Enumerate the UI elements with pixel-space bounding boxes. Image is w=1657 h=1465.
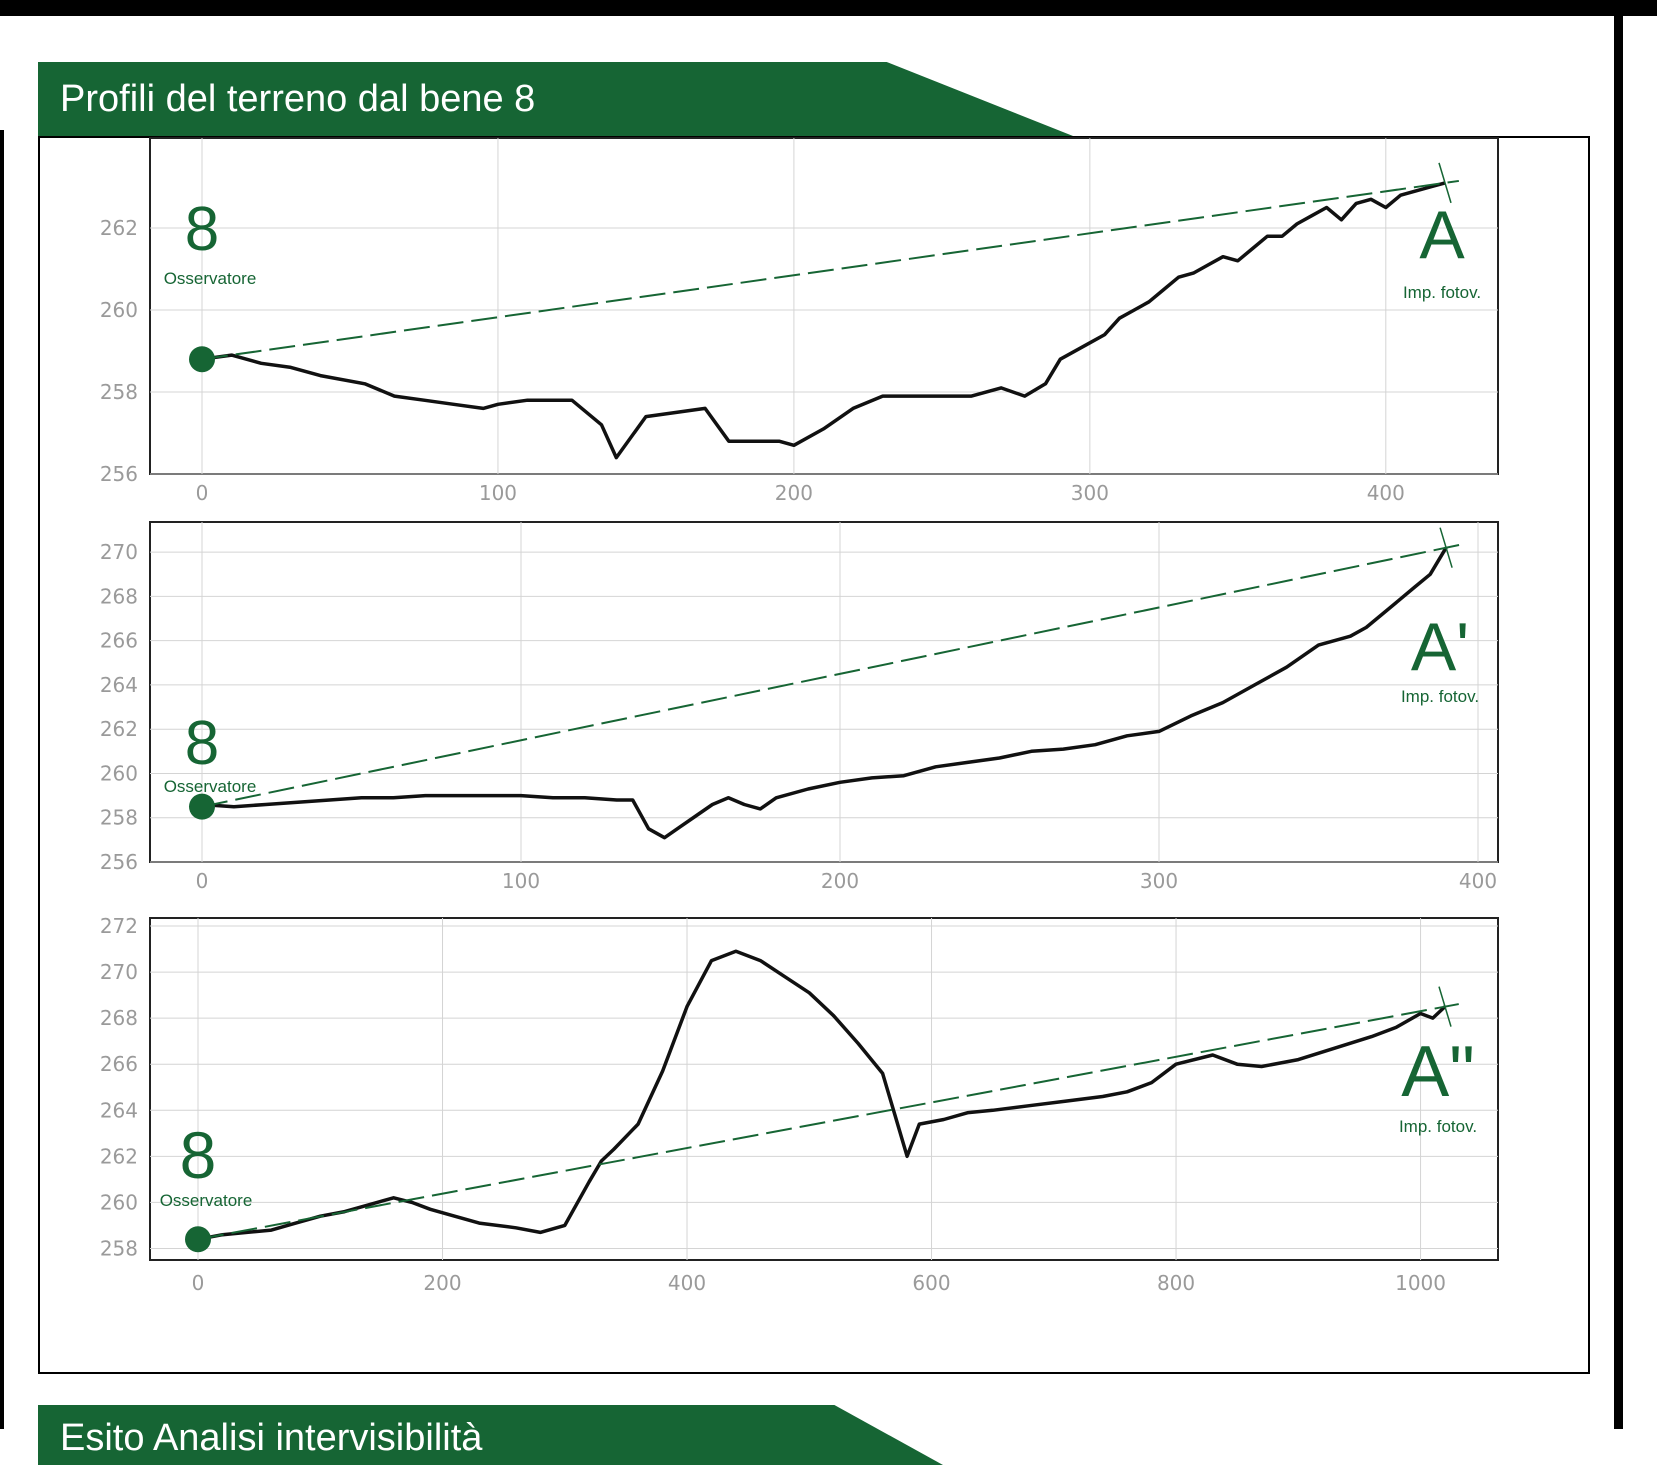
- target-caption: Imp. fotov.: [1403, 283, 1481, 302]
- observer-caption: Osservatore: [160, 1191, 253, 1210]
- terrain-profile-line: [197, 949, 1447, 1242]
- y-tick-label: 268: [100, 1006, 138, 1030]
- profile-chart-a-double-prime: 0 200 400 600 800 1000 258 260 262 264 266 268 270 27…: [100, 914, 1499, 1295]
- line-of-sight: [201, 543, 1461, 808]
- target-marker: [1438, 162, 1452, 204]
- results-banner: Esito Analisi intervisibilità: [38, 1405, 943, 1465]
- x-tick-label: 0: [196, 481, 209, 505]
- y-tick-label: 266: [100, 1052, 138, 1076]
- y-tick-label: 258: [100, 1236, 138, 1260]
- x-tick-label: 300: [1140, 869, 1178, 893]
- y-tick-label: 258: [100, 806, 138, 830]
- plot-area: [149, 521, 1499, 863]
- section-title: Profili del terreno dal bene 8: [60, 78, 536, 120]
- x-tick-label: 600: [912, 1271, 950, 1295]
- x-tick-label: 200: [775, 481, 813, 505]
- y-tick-label: 270: [100, 540, 138, 564]
- x-tick-label: 200: [821, 869, 859, 893]
- y-tick-label: 270: [100, 960, 138, 984]
- observer-point: [189, 793, 215, 820]
- observer-label: 8: [180, 1118, 217, 1192]
- results-title: Esito Analisi intervisibilità: [60, 1417, 483, 1459]
- target-marker: [1438, 986, 1452, 1027]
- observer-label: 8: [185, 709, 219, 778]
- x-tick-label: 400: [1367, 481, 1405, 505]
- target-label: A': [1411, 609, 1469, 685]
- y-tick-label: 264: [100, 1098, 138, 1122]
- target-caption: Imp. fotov.: [1399, 1117, 1477, 1136]
- x-tick-label: 800: [1157, 1271, 1195, 1295]
- y-tick-label: 264: [100, 673, 138, 697]
- terrain-profile-line: [201, 546, 1448, 840]
- terrain-profile-line: [201, 181, 1446, 460]
- line-of-sight: [201, 179, 1460, 361]
- y-tick-label: 262: [100, 1144, 138, 1168]
- line-of-sight: [197, 1003, 1459, 1241]
- plot-area: [149, 137, 1499, 475]
- x-tick-label: 1000: [1395, 1271, 1446, 1295]
- y-tick-label: 262: [100, 717, 138, 741]
- x-tick-label: 300: [1071, 481, 1109, 505]
- observer-point: [189, 346, 215, 373]
- target-caption: Imp. fotov.: [1401, 687, 1479, 706]
- y-tick-label: 260: [100, 1190, 138, 1214]
- top-border: [0, 0, 1657, 16]
- x-tick-label: 200: [423, 1271, 461, 1295]
- y-tick-label: 256: [100, 462, 138, 486]
- y-tick-label: 260: [100, 761, 138, 785]
- y-tick-label: 262: [100, 216, 138, 240]
- x-tick-label: 400: [1459, 869, 1497, 893]
- target-label: A": [1401, 1032, 1475, 1112]
- observer-caption: Osservatore: [164, 777, 257, 796]
- x-tick-label: 100: [502, 869, 540, 893]
- section-title-banner: Profili del terreno dal bene 8: [38, 62, 1073, 136]
- y-tick-label: 256: [100, 850, 138, 874]
- x-tick-label: 400: [668, 1271, 706, 1295]
- target-label: A: [1419, 197, 1465, 273]
- observer-point: [185, 1226, 211, 1253]
- right-border: [1614, 16, 1623, 1429]
- y-tick-label: 260: [100, 298, 138, 322]
- y-tick-label: 268: [100, 584, 138, 608]
- observer-label: 8: [185, 195, 219, 264]
- profiles-frame: 0 100 200 300 400 256 258 260 262 8 Osservatore A Im…: [38, 136, 1590, 1374]
- y-tick-label: 266: [100, 629, 138, 653]
- observer-caption: Osservatore: [164, 269, 257, 288]
- target-marker: [1439, 527, 1453, 568]
- y-tick-label: 258: [100, 380, 138, 404]
- x-tick-label: 100: [479, 481, 517, 505]
- y-tick-label: 272: [100, 914, 138, 938]
- x-tick-label: 0: [192, 1271, 205, 1295]
- left-border: [0, 130, 4, 1429]
- x-tick-label: 0: [196, 869, 209, 893]
- plot-area: [149, 917, 1499, 1261]
- profile-chart-a: 0 100 200 300 400 256 258 260 262 8 Osservatore A Im…: [100, 137, 1499, 505]
- profile-chart-a-prime: 0 100 200 300 400 256 258 260 262 264 266 268 270 8Os…: [100, 521, 1499, 893]
